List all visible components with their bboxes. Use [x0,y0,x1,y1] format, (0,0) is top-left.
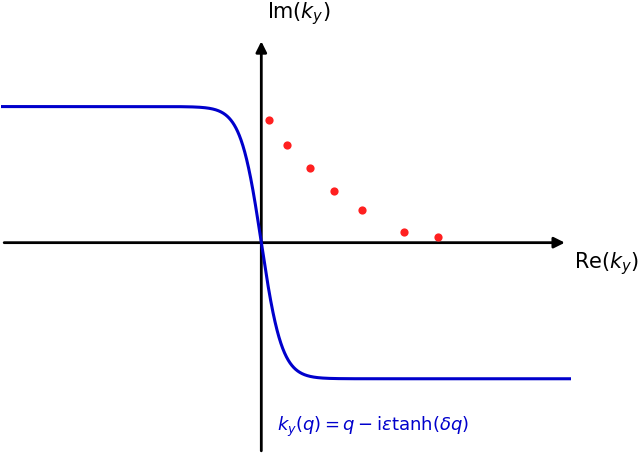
Point [433,234,443,241]
Point [329,188,339,195]
Text: $\mathrm{Re}(k_y)$: $\mathrm{Re}(k_y)$ [574,250,639,277]
Text: $\mathrm{Im}(k_y)$: $\mathrm{Im}(k_y)$ [268,0,331,27]
Text: $k_y(q) = q - \mathrm{i}\varepsilon\tanh(\delta q)$: $k_y(q) = q - \mathrm{i}\varepsilon\tanh… [276,415,468,439]
Point [356,207,367,214]
Point [305,165,315,172]
Point [264,117,274,125]
Point [399,228,409,236]
Point [282,142,292,149]
